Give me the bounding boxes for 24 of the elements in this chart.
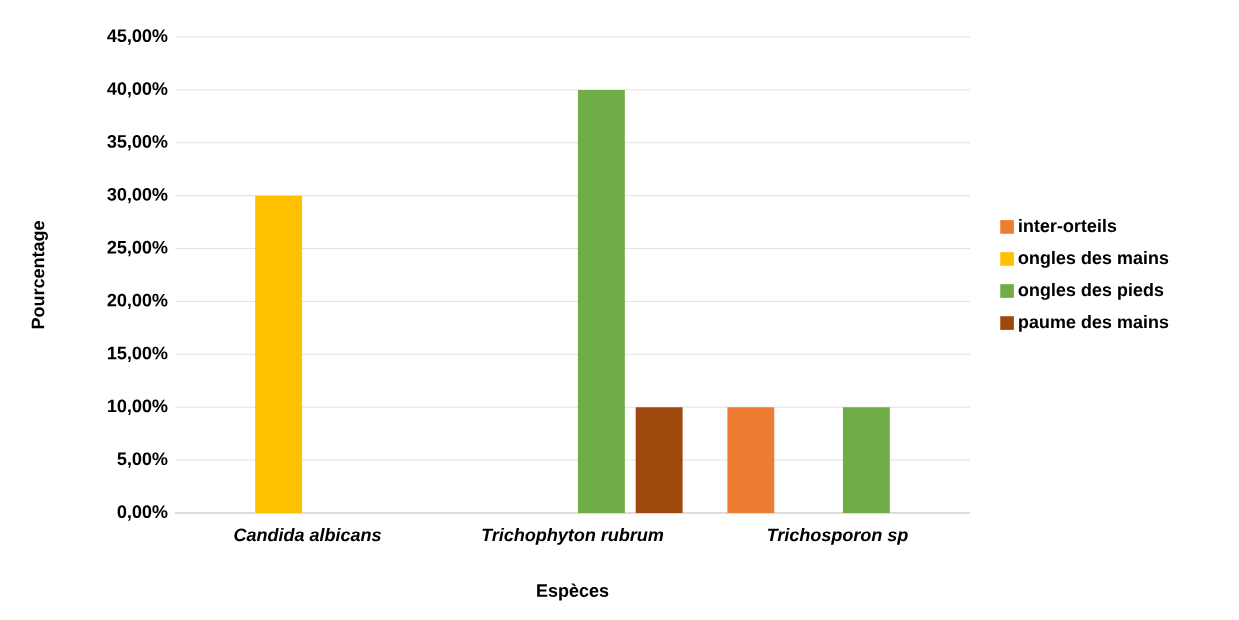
legend-label: inter-orteils xyxy=(1019,218,1117,233)
y-axis-title: Pourcentage xyxy=(31,221,48,329)
x-tick-label: Trichophyton rubrum xyxy=(482,528,664,545)
y-tick-label: 35,00% xyxy=(107,135,168,151)
bar xyxy=(577,89,625,513)
y-tick-label: 5,00% xyxy=(117,452,168,468)
bar xyxy=(727,407,775,513)
x-tick-label: Candida albicans xyxy=(234,528,381,542)
bar xyxy=(255,195,303,513)
bar xyxy=(842,407,890,513)
y-tick-label: 15,00% xyxy=(108,346,168,362)
bar xyxy=(635,407,683,513)
legend-label: ongles des mains xyxy=(1018,250,1169,268)
y-tick-label: 20,00% xyxy=(107,293,168,310)
y-tick-label: 45,00% xyxy=(107,29,168,45)
y-tick-label: 25,00% xyxy=(107,240,168,257)
x-axis-title: Espèces xyxy=(537,583,609,601)
y-tick-label: 0,00% xyxy=(117,505,168,521)
legend-label: paume des mains xyxy=(1019,315,1169,332)
y-tick-label: 10,00% xyxy=(108,399,168,415)
legend-label: ongles des pieds xyxy=(1018,282,1164,300)
y-tick-label: 40,00% xyxy=(107,82,168,98)
y-tick-label: 30,00% xyxy=(107,187,168,204)
x-tick-label: Trichosporon sp xyxy=(767,528,908,545)
